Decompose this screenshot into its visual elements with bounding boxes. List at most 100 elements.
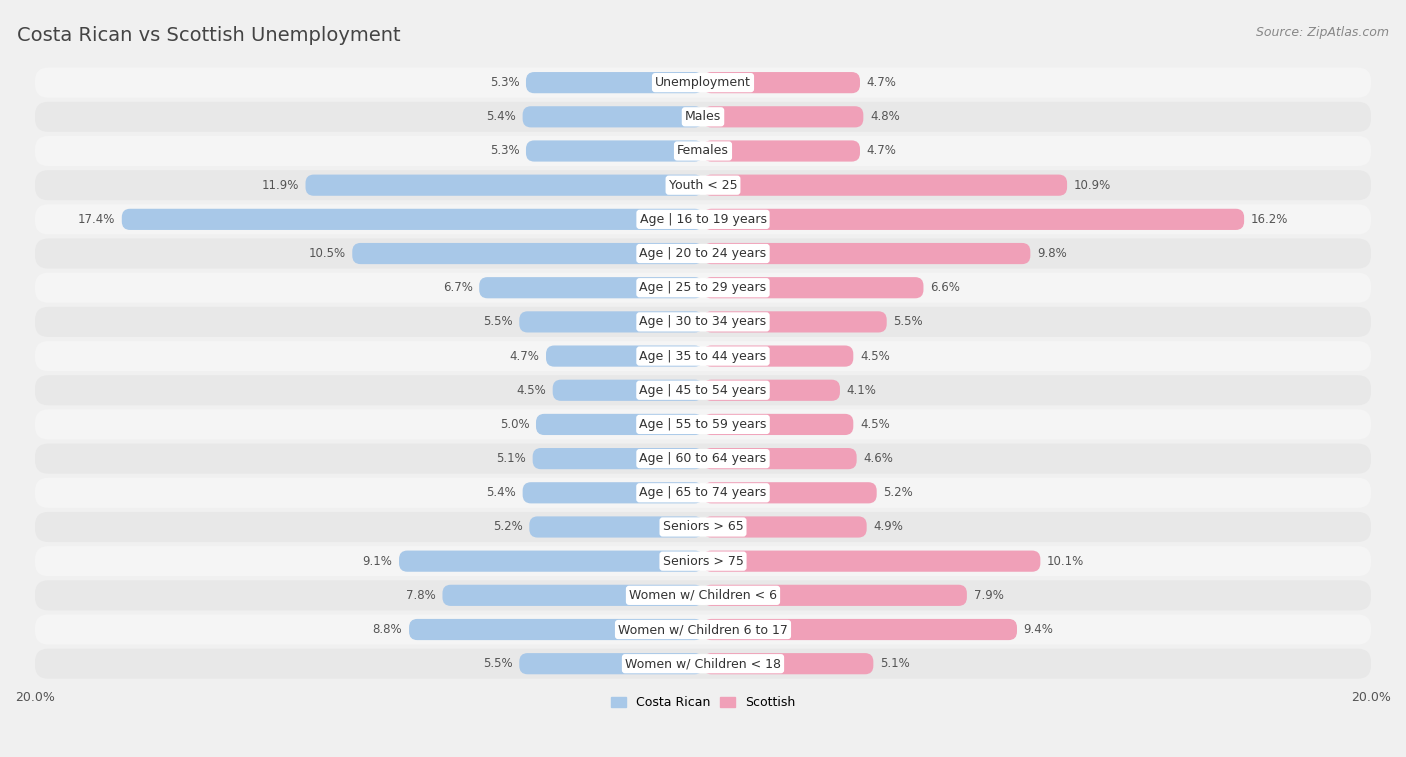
Text: 4.5%: 4.5%	[860, 418, 890, 431]
FancyBboxPatch shape	[703, 243, 1031, 264]
Text: 4.8%: 4.8%	[870, 111, 900, 123]
FancyBboxPatch shape	[546, 345, 703, 366]
Text: 5.3%: 5.3%	[489, 76, 519, 89]
Text: Women w/ Children < 6: Women w/ Children < 6	[628, 589, 778, 602]
Text: 4.7%: 4.7%	[866, 76, 897, 89]
FancyBboxPatch shape	[479, 277, 703, 298]
Text: 4.7%: 4.7%	[866, 145, 897, 157]
FancyBboxPatch shape	[703, 140, 860, 161]
Text: 5.5%: 5.5%	[893, 316, 922, 329]
Legend: Costa Rican, Scottish: Costa Rican, Scottish	[606, 691, 800, 714]
Text: Unemployment: Unemployment	[655, 76, 751, 89]
Text: 5.2%: 5.2%	[494, 521, 523, 534]
FancyBboxPatch shape	[35, 136, 1371, 166]
FancyBboxPatch shape	[519, 653, 703, 674]
FancyBboxPatch shape	[35, 341, 1371, 371]
Text: 10.1%: 10.1%	[1047, 555, 1084, 568]
FancyBboxPatch shape	[519, 311, 703, 332]
Text: 5.5%: 5.5%	[484, 657, 513, 670]
Text: 16.2%: 16.2%	[1251, 213, 1288, 226]
FancyBboxPatch shape	[35, 581, 1371, 610]
FancyBboxPatch shape	[703, 345, 853, 366]
FancyBboxPatch shape	[353, 243, 703, 264]
Text: Age | 16 to 19 years: Age | 16 to 19 years	[640, 213, 766, 226]
Text: 5.4%: 5.4%	[486, 111, 516, 123]
FancyBboxPatch shape	[703, 311, 887, 332]
FancyBboxPatch shape	[529, 516, 703, 537]
FancyBboxPatch shape	[703, 550, 1040, 572]
Text: 5.0%: 5.0%	[499, 418, 529, 431]
FancyBboxPatch shape	[703, 209, 1244, 230]
Text: 17.4%: 17.4%	[77, 213, 115, 226]
FancyBboxPatch shape	[703, 106, 863, 127]
Text: Age | 45 to 54 years: Age | 45 to 54 years	[640, 384, 766, 397]
Text: 4.6%: 4.6%	[863, 452, 893, 465]
Text: Source: ZipAtlas.com: Source: ZipAtlas.com	[1256, 26, 1389, 39]
FancyBboxPatch shape	[305, 175, 703, 196]
Text: 5.5%: 5.5%	[484, 316, 513, 329]
Text: 5.1%: 5.1%	[496, 452, 526, 465]
FancyBboxPatch shape	[703, 584, 967, 606]
Text: Seniors > 65: Seniors > 65	[662, 521, 744, 534]
FancyBboxPatch shape	[35, 649, 1371, 679]
Text: Males: Males	[685, 111, 721, 123]
Text: Age | 20 to 24 years: Age | 20 to 24 years	[640, 247, 766, 260]
Text: 11.9%: 11.9%	[262, 179, 299, 192]
Text: 9.8%: 9.8%	[1038, 247, 1067, 260]
FancyBboxPatch shape	[553, 380, 703, 401]
Text: 5.3%: 5.3%	[489, 145, 519, 157]
Text: Age | 60 to 64 years: Age | 60 to 64 years	[640, 452, 766, 465]
FancyBboxPatch shape	[703, 175, 1067, 196]
FancyBboxPatch shape	[35, 375, 1371, 405]
FancyBboxPatch shape	[35, 273, 1371, 303]
FancyBboxPatch shape	[523, 106, 703, 127]
FancyBboxPatch shape	[443, 584, 703, 606]
FancyBboxPatch shape	[533, 448, 703, 469]
Text: Females: Females	[678, 145, 728, 157]
Text: 10.5%: 10.5%	[308, 247, 346, 260]
Text: 4.9%: 4.9%	[873, 521, 903, 534]
FancyBboxPatch shape	[35, 546, 1371, 576]
FancyBboxPatch shape	[703, 277, 924, 298]
Text: 6.6%: 6.6%	[931, 281, 960, 294]
FancyBboxPatch shape	[122, 209, 703, 230]
Text: 6.7%: 6.7%	[443, 281, 472, 294]
Text: 5.1%: 5.1%	[880, 657, 910, 670]
Text: Seniors > 75: Seniors > 75	[662, 555, 744, 568]
FancyBboxPatch shape	[703, 380, 839, 401]
Text: Women w/ Children < 18: Women w/ Children < 18	[626, 657, 780, 670]
Text: Age | 25 to 29 years: Age | 25 to 29 years	[640, 281, 766, 294]
FancyBboxPatch shape	[703, 448, 856, 469]
FancyBboxPatch shape	[703, 414, 853, 435]
FancyBboxPatch shape	[35, 204, 1371, 235]
FancyBboxPatch shape	[409, 619, 703, 640]
FancyBboxPatch shape	[703, 516, 866, 537]
Text: 9.1%: 9.1%	[363, 555, 392, 568]
Text: 4.5%: 4.5%	[860, 350, 890, 363]
Text: 4.7%: 4.7%	[509, 350, 540, 363]
FancyBboxPatch shape	[35, 444, 1371, 474]
Text: 7.8%: 7.8%	[406, 589, 436, 602]
FancyBboxPatch shape	[35, 101, 1371, 132]
FancyBboxPatch shape	[703, 619, 1017, 640]
FancyBboxPatch shape	[35, 67, 1371, 98]
Text: Age | 65 to 74 years: Age | 65 to 74 years	[640, 486, 766, 500]
Text: Costa Rican vs Scottish Unemployment: Costa Rican vs Scottish Unemployment	[17, 26, 401, 45]
Text: 5.4%: 5.4%	[486, 486, 516, 500]
Text: 4.5%: 4.5%	[516, 384, 546, 397]
Text: Age | 55 to 59 years: Age | 55 to 59 years	[640, 418, 766, 431]
FancyBboxPatch shape	[35, 512, 1371, 542]
FancyBboxPatch shape	[523, 482, 703, 503]
FancyBboxPatch shape	[35, 410, 1371, 440]
Text: 10.9%: 10.9%	[1074, 179, 1111, 192]
FancyBboxPatch shape	[526, 140, 703, 161]
FancyBboxPatch shape	[526, 72, 703, 93]
FancyBboxPatch shape	[35, 170, 1371, 200]
FancyBboxPatch shape	[35, 615, 1371, 644]
Text: Women w/ Children 6 to 17: Women w/ Children 6 to 17	[619, 623, 787, 636]
FancyBboxPatch shape	[536, 414, 703, 435]
FancyBboxPatch shape	[399, 550, 703, 572]
FancyBboxPatch shape	[35, 238, 1371, 269]
Text: Youth < 25: Youth < 25	[669, 179, 737, 192]
Text: Age | 30 to 34 years: Age | 30 to 34 years	[640, 316, 766, 329]
